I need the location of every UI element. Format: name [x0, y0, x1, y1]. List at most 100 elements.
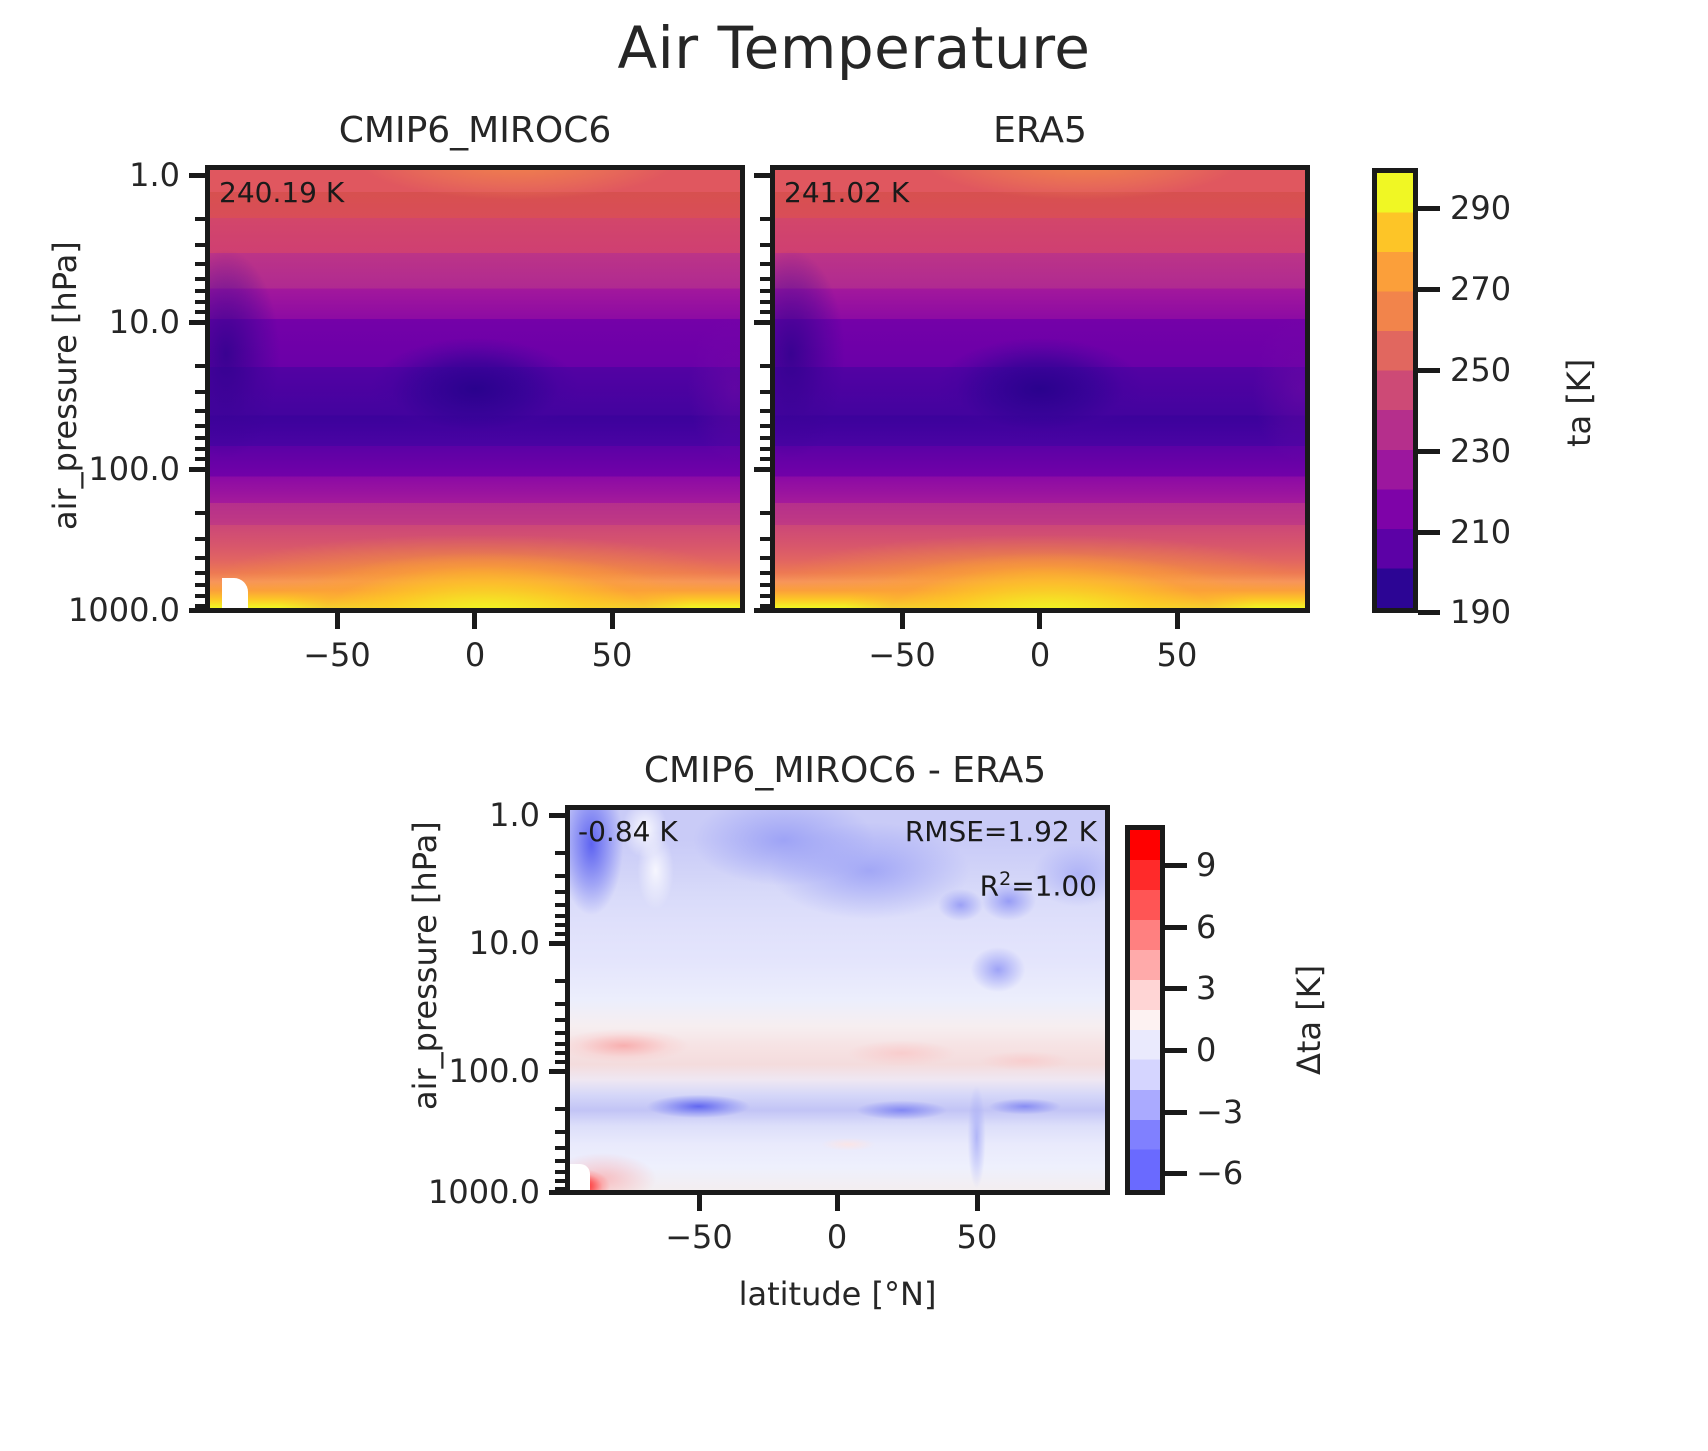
model-ytick-100	[189, 467, 205, 472]
temperature-colorbar-axis-label: ta [K]	[1560, 358, 1598, 447]
model-ytick-minor	[195, 594, 205, 598]
difference-ytick-label-100: 100.0	[448, 1052, 540, 1090]
difference-ytick-minor	[555, 1146, 565, 1150]
model-ytick-minor	[195, 364, 205, 368]
difference-ytick-minor	[555, 1107, 565, 1111]
difference-ytick-minor	[555, 890, 565, 894]
reference-xtick-50	[1175, 613, 1180, 629]
model-surface-warm-bulge	[210, 170, 740, 608]
difference-ytick-minor	[555, 1159, 565, 1163]
temperature-colorbar-gradient	[1377, 173, 1413, 608]
model-ytick-minor	[195, 556, 205, 560]
difference-colorbar-axis-label: Δta [K]	[1290, 964, 1328, 1075]
difference-mean-annotation: -0.84 K	[578, 815, 678, 848]
model-ytick-minor	[195, 511, 205, 515]
temperature-colorbar-tick-250	[1418, 368, 1440, 373]
difference-ytick-minor	[555, 1187, 565, 1191]
model-xtick-50	[610, 613, 615, 629]
temperature-colorbar-label-230: 230	[1450, 432, 1512, 470]
difference-xtick-50	[975, 1195, 980, 1211]
reference-xtick-0	[1037, 613, 1042, 629]
difference-colorbar-tick-9	[1165, 863, 1187, 868]
reference-ytick-minor	[760, 243, 770, 247]
model-ytick-minor	[195, 447, 205, 451]
reference-ytick-minor	[760, 511, 770, 515]
model-xtick-label-0: 0	[464, 636, 486, 674]
reference-ytick-minor	[760, 571, 770, 575]
difference-colorbar-tick-minus6	[1165, 1171, 1187, 1176]
difference-panel-title: CMIP6_MIROC6 - ERA5	[643, 750, 1047, 791]
difference-ytick-minor	[555, 923, 565, 927]
reference-panel-title: ERA5	[993, 110, 1087, 151]
model-ytick-minor	[195, 409, 205, 413]
temperature-colorbar-tick-190	[1418, 610, 1440, 615]
difference-colorbar[interactable]	[1125, 825, 1165, 1195]
reference-ytick-100	[754, 467, 770, 472]
reference-ytick-minor	[760, 300, 770, 304]
reference-ytick-minor	[760, 409, 770, 413]
reference-ytick-minor	[760, 457, 770, 461]
difference-ytick-minor	[555, 851, 565, 855]
model-ytick-minor	[195, 217, 205, 221]
temperature-colorbar-label-250: 250	[1450, 351, 1512, 389]
difference-ytick-minor	[555, 1179, 565, 1183]
reference-ytick-minor	[760, 390, 770, 394]
model-xtick-label-50: 50	[591, 636, 633, 674]
figure-suptitle: Air Temperature	[617, 14, 1091, 82]
difference-missing-data-mask	[570, 1164, 590, 1190]
model-ytick-minor	[195, 300, 205, 304]
model-ytick-label-1: 1.0	[129, 156, 180, 194]
difference-ytick-minor	[555, 1051, 565, 1055]
model-ytick-minor	[195, 537, 205, 541]
reference-ytick-minor	[760, 289, 770, 293]
difference-colorbar-tick-6	[1165, 925, 1187, 930]
model-ytick-minor	[195, 571, 205, 575]
difference-xtick-label-50: 50	[956, 1218, 998, 1256]
reference-ytick-minor	[760, 310, 770, 314]
model-xtick-minus50	[335, 613, 340, 629]
model-ytick-minor	[195, 390, 205, 394]
temperature-colorbar-tick-290	[1418, 206, 1440, 211]
reference-ytick-minor	[760, 262, 770, 266]
model-ytick-minor	[195, 604, 205, 608]
reference-xtick-label-0: 0	[1029, 636, 1051, 674]
difference-ytick-label-1: 1.0	[489, 796, 540, 834]
difference-colorbar-tick-minus3	[1165, 1110, 1187, 1115]
difference-colorbar-tick-3	[1165, 986, 1187, 991]
model-panel-title: CMIP6_MIROC6	[338, 110, 612, 151]
reference-ytick-minor	[760, 217, 770, 221]
difference-colorbar-gradient	[1130, 830, 1160, 1190]
difference-ytick-1000	[549, 1190, 565, 1195]
difference-colorbar-tick-0	[1165, 1048, 1187, 1053]
model-ytick-label-1000: 1000.0	[68, 591, 180, 629]
difference-xtick-label-0: 0	[826, 1218, 848, 1256]
temperature-colorbar-tick-270	[1418, 287, 1440, 292]
temperature-colorbar-label-290: 290	[1450, 189, 1512, 227]
model-ytick-minor	[195, 277, 205, 281]
r2-value: =1.00	[1011, 869, 1097, 903]
difference-ytick-minor	[555, 1031, 565, 1035]
model-ytick-10	[189, 320, 205, 325]
reference-panel-axes[interactable]: 241.02 K	[770, 165, 1310, 613]
difference-colorbar-label-0: 0	[1196, 1031, 1217, 1069]
difference-ytick-minor	[555, 914, 565, 918]
difference-xtick-label-minus50: −50	[665, 1218, 733, 1256]
difference-panel-axes[interactable]: -0.84 K RMSE=1.92 K R2=1.00	[565, 805, 1110, 1195]
difference-ytick-label-1000: 1000.0	[428, 1173, 540, 1211]
difference-ytick-1	[549, 813, 565, 818]
difference-r2-annotation: R2=1.00	[980, 868, 1097, 902]
r2-prefix: R	[979, 869, 1000, 903]
difference-ytick-minor	[555, 874, 565, 878]
difference-colorbar-label-6: 6	[1196, 908, 1217, 946]
model-panel-axes[interactable]: 240.19 K	[205, 165, 745, 613]
difference-ytick-minor	[555, 932, 565, 936]
temperature-colorbar[interactable]	[1372, 168, 1418, 613]
reference-ytick-10	[754, 320, 770, 325]
model-mean-annotation: 240.19 K	[219, 176, 345, 209]
difference-colorbar-label-minus6: −6	[1196, 1154, 1244, 1192]
reference-ytick-minor	[760, 594, 770, 598]
model-ytick-1	[189, 173, 205, 178]
reference-surface-warm-bulge	[775, 170, 1305, 608]
reference-xtick-minus50	[900, 613, 905, 629]
